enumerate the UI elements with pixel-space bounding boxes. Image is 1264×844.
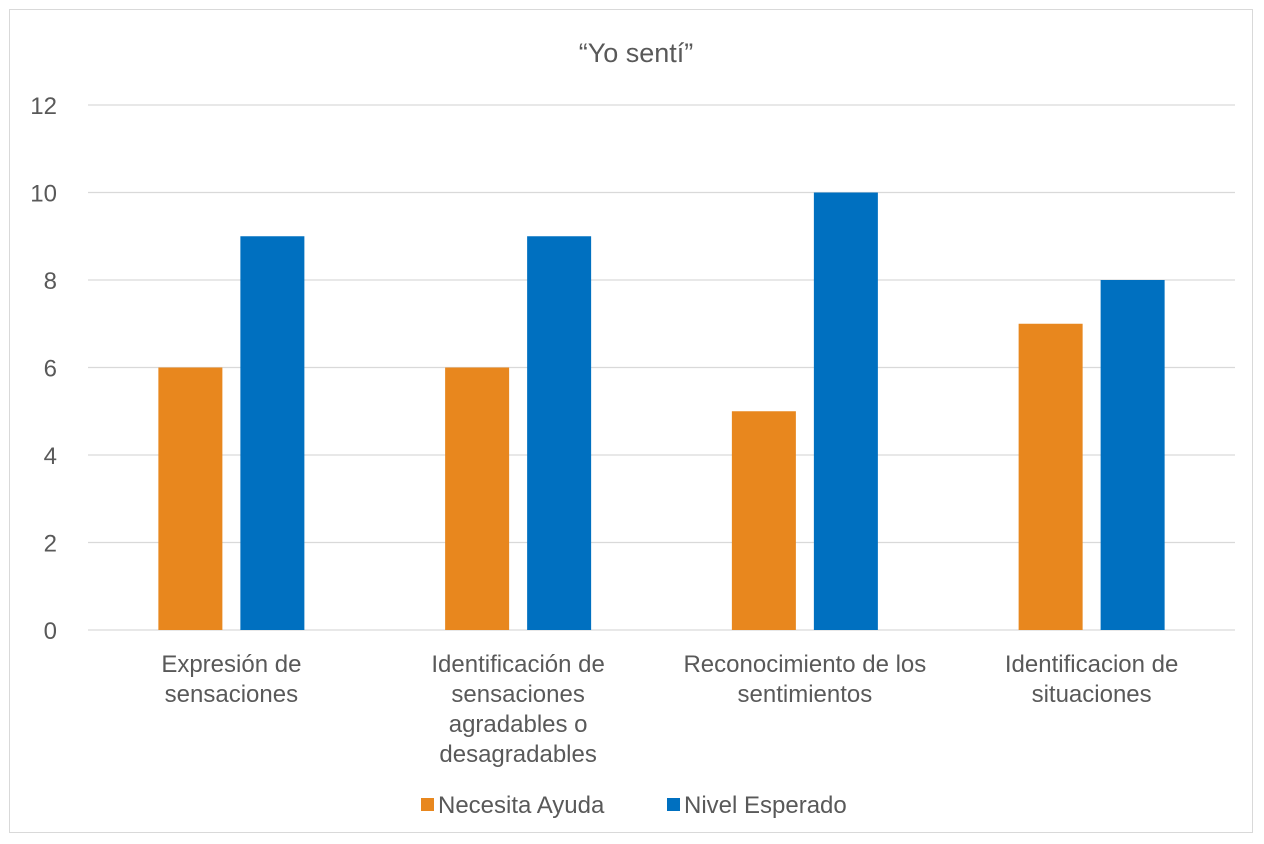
legend-label: Nivel Esperado [684,792,847,819]
bar-necesita-ayuda [158,367,223,630]
x-category-label-line: desagradables [439,741,596,768]
y-tick-label: 4 [44,443,57,470]
x-category-label-line: Reconocimiento de los [683,651,926,678]
bar-necesita-ayuda [1018,323,1083,630]
bars [158,192,1165,630]
x-category-label-line: Identificación de [431,651,604,678]
legend-item: Necesita Ayuda [421,792,605,819]
legend-label: Necesita Ayuda [438,792,605,819]
x-category-label: Identificacion de situaciones [1005,651,1178,708]
bar-necesita-ayuda [731,411,796,630]
legend-item: Nivel Esperado [667,792,847,819]
bar-necesita-ayuda [445,367,510,630]
chart-title: “Yo sentí” [579,38,694,68]
x-category-label-line: agradables o [449,711,588,738]
y-tick-label: 12 [30,93,57,120]
y-tick-label: 0 [44,618,57,645]
y-axis-ticks: 0 2 4 6 8 10 12 [30,93,57,645]
bar-nivel-esperado [527,236,592,630]
x-category-label-line: situaciones [1032,681,1152,708]
x-category-label: Identificación de sensaciones agradables o… [431,651,604,768]
bar-nivel-esperado [1100,280,1165,630]
x-category-label-line: sensaciones [451,681,584,708]
legend: Necesita Ayuda Nivel Esperado [421,792,847,819]
x-category-label: Expresión de sensaciones [161,651,301,708]
legend-swatch [421,798,434,811]
y-tick-label: 6 [44,356,57,383]
y-tick-label: 8 [44,268,57,295]
x-category-label-line: Identificacion de [1005,651,1178,678]
y-tick-label: 2 [44,531,57,558]
y-tick-label: 10 [30,181,57,208]
x-category-label-line: sentimientos [738,681,873,708]
x-category-label: Reconocimiento de los sentimientos [683,651,926,708]
x-category-label-line: Expresión de [161,651,301,678]
bar-nivel-esperado [240,236,305,630]
x-category-label-line: sensaciones [165,681,298,708]
bar-nivel-esperado [813,192,878,630]
legend-swatch [667,798,680,811]
